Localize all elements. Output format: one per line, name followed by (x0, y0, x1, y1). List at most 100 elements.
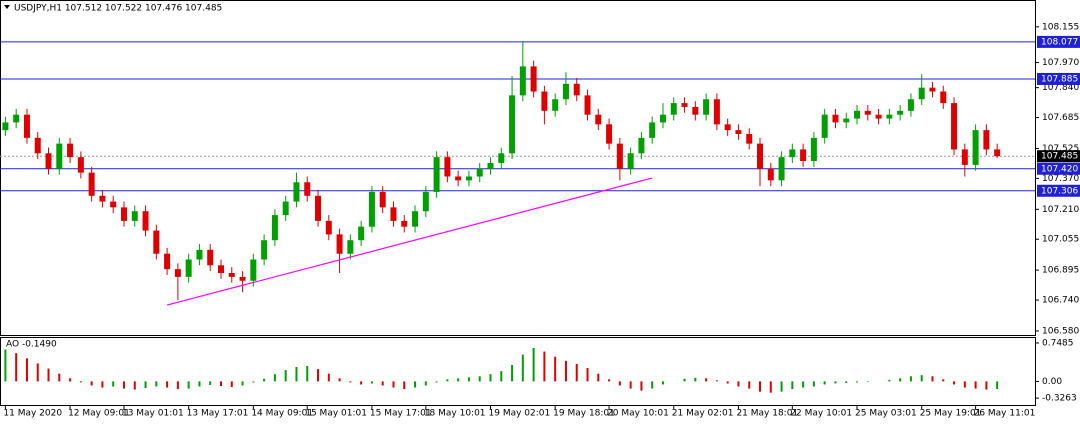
candle-body (131, 211, 138, 221)
candle-body (519, 66, 526, 96)
candle-body (99, 195, 106, 202)
candle-body (2, 122, 9, 131)
candle-body (810, 137, 817, 162)
candle-body (573, 83, 580, 96)
x-tick-label: 18 May 10:01 (424, 409, 486, 419)
candle-body (196, 249, 203, 260)
candle-body (174, 269, 181, 277)
candle-body (649, 122, 656, 138)
candle-body (541, 91, 548, 111)
current-price-box (1037, 150, 1080, 163)
candle-body (56, 143, 63, 169)
level-label: 107.420 (1041, 164, 1078, 174)
candle-body (153, 230, 160, 254)
x-tick-label: 13 May 17:01 (187, 409, 249, 419)
candle-body (670, 103, 677, 115)
candle-body (412, 211, 419, 227)
candle-body (455, 176, 462, 181)
candle-body (379, 191, 386, 208)
level-label: 108.077 (1041, 37, 1078, 47)
y-tick-label: 107.525 (1042, 144, 1079, 154)
candle-body (218, 265, 224, 274)
candle-body (465, 176, 472, 181)
x-tick-label: 20 May 10:01 (607, 409, 669, 419)
candle-body (228, 273, 235, 277)
candle-body (907, 99, 914, 111)
candle-body (487, 162, 494, 169)
candle-body (994, 149, 1001, 157)
candle-body (940, 91, 947, 104)
candle-body (120, 207, 127, 221)
candle-body (886, 114, 893, 119)
y-tick-label: 107.210 (1042, 205, 1079, 215)
candle-body (659, 114, 666, 123)
candle-body (843, 118, 850, 123)
x-tick-label: 15 May 01:01 (305, 409, 367, 419)
y-tick-label: 107.970 (1042, 58, 1079, 68)
candle-body (627, 153, 634, 169)
chart-title: USDJPY,H1 107.512 107.522 107.476 107.48… (14, 4, 222, 14)
candle-body (800, 149, 807, 162)
candle-body (681, 103, 688, 107)
x-tick-label: 25 May 19:01 (920, 409, 982, 419)
candle-body (918, 87, 925, 100)
candle-body (77, 157, 84, 173)
x-tick-label: 21 May 18:01 (736, 409, 798, 419)
candle-body (45, 153, 52, 169)
x-tick-label: 12 May 09:01 (68, 409, 130, 419)
candle-body (972, 130, 979, 165)
candle-body (854, 110, 861, 119)
candle-body (347, 240, 354, 254)
menu-triangle[interactable] (4, 5, 10, 9)
candle-body (34, 137, 41, 154)
candle-body (821, 114, 828, 138)
candle-body (875, 114, 882, 119)
candle-body (336, 234, 343, 254)
y-tick-label: 106.580 (1042, 326, 1079, 336)
level-label-box (1037, 184, 1080, 197)
x-tick-label: 19 May 18:01 (553, 409, 615, 419)
candle-body (476, 168, 483, 177)
candle-body (23, 114, 30, 138)
candle-body (929, 87, 936, 92)
candle-body (13, 114, 20, 123)
candle-body (584, 95, 591, 115)
candle-body (401, 220, 408, 227)
candle-body (509, 95, 516, 154)
x-tick-label: 13 May 01:01 (122, 409, 184, 419)
candle-body (757, 143, 763, 169)
x-tick-label: 11 May 2020 (3, 409, 62, 419)
candle-body (239, 276, 246, 281)
level-label-box (1037, 162, 1080, 175)
indicator-title: AO -0.1490 (6, 340, 57, 350)
candle-body (110, 201, 117, 208)
candle-body (67, 143, 74, 158)
candle-body (703, 99, 710, 115)
candle-body (983, 130, 990, 150)
y-tick-label: 107.840 (1042, 83, 1079, 93)
candle-body (562, 83, 569, 100)
main-pane-frame (0, 0, 1036, 336)
y-tick-label: 107.055 (1042, 235, 1079, 245)
candle-body (767, 168, 774, 181)
level-label-box (1037, 35, 1080, 48)
candle-body (164, 253, 171, 270)
candle-body (638, 137, 645, 154)
x-tick-label: 22 May 10:01 (790, 409, 852, 419)
candle-body (832, 114, 839, 123)
candle-body (724, 124, 731, 131)
candle-body (293, 182, 300, 202)
candle-body (433, 157, 440, 192)
candle-body (390, 207, 397, 221)
candle-body (142, 211, 149, 231)
candle-body (864, 110, 871, 115)
candle-body (735, 130, 742, 134)
y-tick-label: 106.740 (1042, 296, 1079, 306)
candle-body (422, 191, 429, 212)
x-tick-label: 26 May 11:01 (974, 409, 1036, 419)
candle-body (595, 114, 602, 125)
y-tick-label: 0.00 (1042, 377, 1062, 387)
candle-body (444, 157, 451, 177)
candle-body (358, 226, 365, 241)
